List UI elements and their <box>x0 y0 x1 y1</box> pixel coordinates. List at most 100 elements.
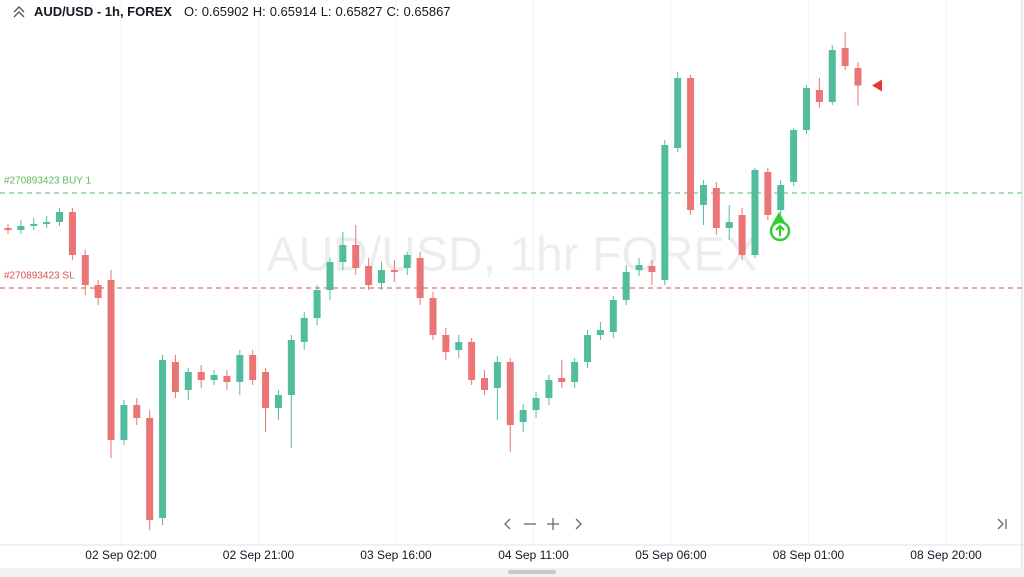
candle-body <box>558 378 566 382</box>
ohlc-value: 0.65867 <box>403 4 451 19</box>
candle-body <box>699 185 707 205</box>
candle-body <box>545 380 553 398</box>
candle-body <box>493 362 501 388</box>
candle-body <box>274 395 282 408</box>
candle-body <box>236 355 244 382</box>
candle-body <box>622 272 630 300</box>
candle-body <box>777 185 785 210</box>
ohlc-value: 0.65827 <box>335 4 383 19</box>
buy-marker <box>769 212 791 242</box>
candle-body <box>841 48 849 66</box>
candle-body <box>107 280 115 440</box>
candle-body <box>94 285 102 298</box>
candle-body <box>648 266 656 272</box>
candle-body <box>4 228 12 230</box>
collapse-icon[interactable] <box>13 6 25 13</box>
scroll-to-end[interactable] <box>997 518 1007 530</box>
candle-body <box>377 270 385 283</box>
candle-body <box>403 255 411 268</box>
ohlc-value: 0.65902 <box>201 4 249 19</box>
candle-body <box>751 170 759 255</box>
candle-body <box>764 172 772 215</box>
candle-body <box>828 50 836 102</box>
candle-body <box>197 372 205 380</box>
candle-body <box>313 290 321 318</box>
candle-body <box>468 342 476 380</box>
order-label: #270893423 BUY 1 <box>4 176 92 187</box>
candle-body <box>43 222 51 224</box>
zoom-controls[interactable] <box>504 518 1007 530</box>
collapse-icon <box>13 11 25 18</box>
symbol: AUD/USD - 1h, FOREX <box>34 4 172 19</box>
candle-body <box>133 405 141 418</box>
candle-body <box>674 78 682 148</box>
candle-body <box>609 300 617 332</box>
candle-body <box>687 78 695 210</box>
candle-body <box>81 255 89 285</box>
candle-body <box>442 335 450 352</box>
candle-body <box>339 245 347 262</box>
candle-body <box>352 245 360 268</box>
candle-body <box>30 224 38 226</box>
candle-body <box>390 270 398 272</box>
last-price-marker <box>872 79 882 92</box>
x-tick-label: 08 Sep 20:00 <box>910 548 982 562</box>
candle-body <box>210 375 218 380</box>
scrollbar-thumb[interactable] <box>508 570 556 574</box>
x-tick-label: 02 Sep 02:00 <box>85 548 157 562</box>
candle-body <box>365 266 373 285</box>
candle-body <box>249 355 257 380</box>
scroll-right[interactable] <box>575 518 582 530</box>
legend-header: AUD/USD - 1h, FOREX O: 0.65902 H: 0.6591… <box>34 4 451 19</box>
candle-body <box>532 398 540 410</box>
candle-body <box>68 212 76 255</box>
candle-body <box>635 265 643 270</box>
candle-body <box>120 405 128 440</box>
candle-body <box>159 360 167 518</box>
grid <box>120 0 947 545</box>
x-tick-label: 04 Sep 11:00 <box>498 548 569 562</box>
x-tick-label: 08 Sep 01:00 <box>773 548 845 562</box>
candle-body <box>854 68 862 86</box>
zoom-in[interactable] <box>547 518 559 530</box>
candle-body <box>56 212 64 222</box>
x-tick-label: 02 Sep 21:00 <box>223 548 295 562</box>
ohlc-label: L: <box>320 4 332 19</box>
x-tick-label: 03 Sep 16:00 <box>360 548 432 562</box>
ohlc-label: H: <box>252 4 266 19</box>
candle-body <box>790 130 798 182</box>
candle-body <box>262 372 270 408</box>
candle-body <box>506 362 514 425</box>
candle-body <box>17 226 25 230</box>
x-tick-label: 05 Sep 06:00 <box>635 548 707 562</box>
ohlc-label: O: <box>183 4 198 19</box>
order-label: #270893423 SL <box>4 271 75 282</box>
candle-body <box>287 340 295 395</box>
candle-body <box>223 376 231 382</box>
scroll-left[interactable] <box>504 518 511 530</box>
candle-body <box>802 88 810 130</box>
candle-body <box>416 258 424 298</box>
candle-body <box>146 418 154 520</box>
candle-body <box>725 222 733 228</box>
candle-body <box>481 378 489 390</box>
candle-body <box>429 298 437 335</box>
candle-body <box>171 362 179 392</box>
candle-body <box>596 330 604 335</box>
candle-body <box>519 410 527 422</box>
candle-body <box>815 90 823 102</box>
ohlc-value: 0.65914 <box>269 4 317 19</box>
candle-body <box>326 262 334 290</box>
candle-body <box>571 362 579 382</box>
ohlc-label: C: <box>386 4 400 19</box>
candle-body <box>300 318 308 342</box>
candle-body <box>661 145 669 280</box>
candle-body <box>584 335 592 362</box>
watermark: AUD/USD, 1hr FOREX <box>267 229 758 282</box>
candle-body <box>184 372 192 390</box>
candle-body <box>455 342 463 350</box>
candle-body <box>712 188 720 228</box>
candle-body <box>738 215 746 255</box>
